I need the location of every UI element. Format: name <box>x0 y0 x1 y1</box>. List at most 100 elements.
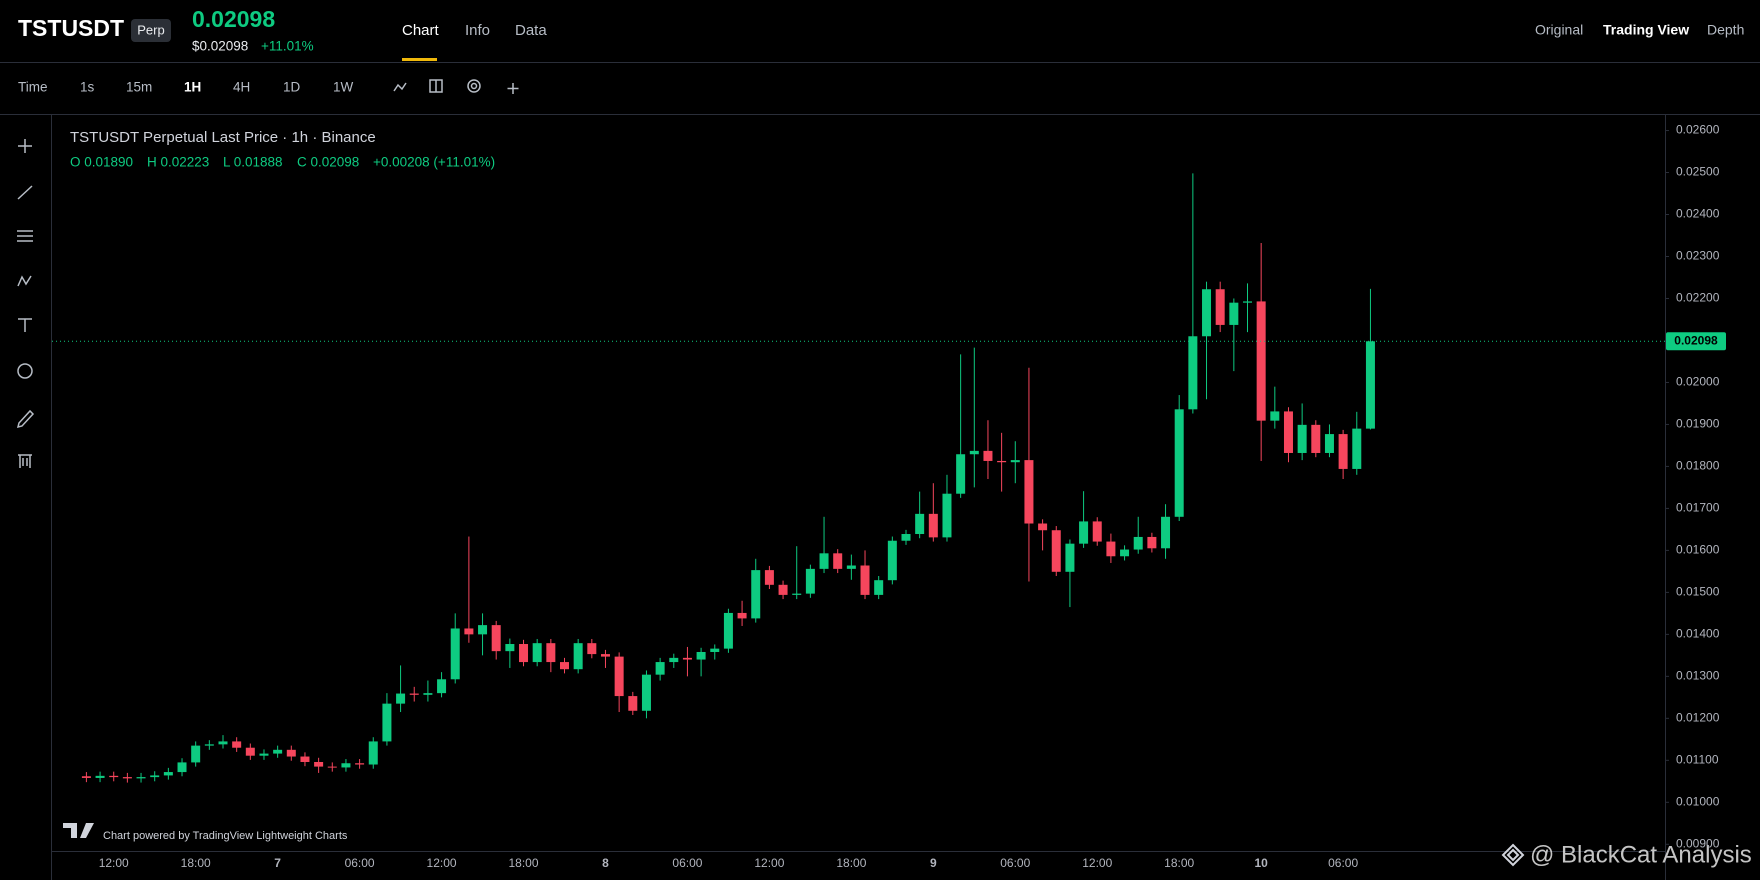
candle-body <box>478 625 488 635</box>
tab[interactable]: Chart <box>402 22 440 39</box>
y-tick-label: 0.00900 <box>1676 836 1720 850</box>
candle-body <box>1229 302 1239 325</box>
candle-body <box>860 565 870 595</box>
interval[interactable]: Time <box>18 80 48 95</box>
emoji-tool[interactable] <box>17 363 33 379</box>
candle-body <box>833 553 843 569</box>
last-price-label: 0.02098 <box>1674 333 1718 347</box>
add-icon[interactable] <box>507 83 519 94</box>
symbol: TSTUSDT <box>18 15 124 41</box>
y-tick-label: 0.02600 <box>1676 123 1720 137</box>
candle-body <box>846 565 856 569</box>
candle-body <box>778 584 788 595</box>
legend-ohlc: L 0.01888 <box>223 155 283 170</box>
candle-body <box>1202 289 1212 337</box>
candle-body <box>901 534 911 541</box>
y-tick-label: 0.01500 <box>1676 585 1720 599</box>
x-tick-label: 10 <box>1254 856 1268 870</box>
y-tick-label: 0.01800 <box>1676 459 1720 473</box>
candle-body <box>546 643 556 663</box>
x-tick-label: 7 <box>274 856 281 870</box>
candle-body <box>682 657 692 660</box>
view-option[interactable]: Trading View <box>1603 22 1689 38</box>
trendline-tool[interactable] <box>17 185 33 200</box>
tab[interactable]: Data <box>515 22 547 39</box>
candle-body <box>1161 516 1171 549</box>
y-tick-label: 0.02500 <box>1676 165 1720 179</box>
candle-body <box>450 628 460 680</box>
candle-body <box>1120 549 1130 557</box>
y-tick-label: 0.02200 <box>1676 291 1720 305</box>
interval[interactable]: 1s <box>80 80 95 95</box>
x-tick-label: 18:00 <box>181 856 211 870</box>
x-tick-label: 18:00 <box>836 856 866 870</box>
crosshair-tool[interactable] <box>18 139 32 153</box>
candle-body <box>1324 434 1334 453</box>
candle-body <box>1338 434 1348 469</box>
last-price-tag <box>1666 332 1726 351</box>
price-change: +11.01% <box>261 39 314 54</box>
legend-title: TSTUSDT Perpetual Last Price · 1h · Bina… <box>70 129 376 146</box>
candle-body <box>573 643 583 670</box>
legend-ohlc: C 0.02098 <box>297 155 359 170</box>
legend-ohlc: H 0.02223 <box>147 155 209 170</box>
candle-body <box>1283 411 1293 453</box>
x-tick-label: 06:00 <box>345 856 375 870</box>
candle-body <box>696 651 706 660</box>
tab[interactable]: Info <box>465 22 490 39</box>
legend-change: +0.00208 (+11.01%) <box>373 155 495 170</box>
interval[interactable]: 1H <box>184 80 201 95</box>
candle-body <box>874 580 884 595</box>
candle-body <box>819 553 829 569</box>
chart-type-icon[interactable] <box>393 82 407 92</box>
interval[interactable]: 15m <box>126 80 152 95</box>
candle-body <box>1024 460 1034 524</box>
watermark: @ BlackCat Analysis <box>1530 841 1752 868</box>
interval[interactable]: 1W <box>333 80 354 95</box>
candle-body <box>928 513 938 538</box>
y-tick-label: 0.02300 <box>1676 249 1720 263</box>
candle-body <box>641 674 651 711</box>
candle-body <box>409 693 419 695</box>
candle-body <box>341 763 351 768</box>
x-tick-label: 18:00 <box>1164 856 1194 870</box>
candle-body <box>710 648 720 652</box>
candle-body <box>204 744 214 746</box>
candle-body <box>723 612 733 649</box>
candle-body <box>1297 424 1307 453</box>
view-option[interactable]: Original <box>1535 22 1583 38</box>
text-tool[interactable] <box>18 318 32 332</box>
candle-body <box>95 775 105 778</box>
watermark-icon <box>1501 843 1525 867</box>
hlines-tool[interactable] <box>17 230 33 242</box>
interval[interactable]: 4H <box>233 80 250 95</box>
remove-tool[interactable] <box>18 454 32 468</box>
attribution: Chart powered by TradingView Lightweight… <box>103 830 348 842</box>
pattern-tool[interactable] <box>17 275 32 287</box>
candle-body <box>136 777 146 779</box>
candle-body <box>1243 301 1252 303</box>
y-tick-label: 0.01600 <box>1676 543 1720 557</box>
candle-body <box>150 775 160 778</box>
candle-body <box>915 513 925 535</box>
y-tick-label: 0.02400 <box>1676 207 1720 221</box>
candle-body <box>737 612 747 619</box>
y-tick-label: 0.01300 <box>1676 669 1720 683</box>
candle-body <box>122 777 132 779</box>
y-tick-label: 0.01100 <box>1676 752 1719 766</box>
candle-body <box>286 749 296 757</box>
x-tick-label: 12:00 <box>427 856 457 870</box>
view-option[interactable]: Depth <box>1707 22 1744 38</box>
y-tick-label: 0.01000 <box>1676 794 1720 808</box>
brush-tool[interactable] <box>16 409 35 429</box>
candle-body <box>1256 301 1266 421</box>
candle-body <box>1311 424 1321 453</box>
y-tick-label: 0.01900 <box>1676 417 1720 431</box>
y-tick-label: 0.01700 <box>1676 501 1720 515</box>
candle-body <box>423 693 433 695</box>
candle-body <box>669 657 679 663</box>
indicator-icon[interactable] <box>467 79 481 93</box>
interval[interactable]: 1D <box>283 80 301 95</box>
candle-body <box>355 763 365 765</box>
